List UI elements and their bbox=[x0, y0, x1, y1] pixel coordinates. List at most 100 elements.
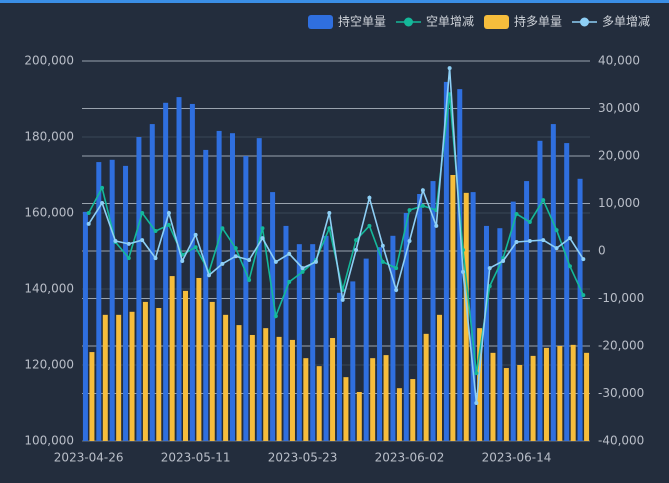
y2-tick-label: -20,000 bbox=[598, 339, 644, 353]
point bbox=[487, 266, 492, 271]
point bbox=[581, 293, 586, 298]
y-tick-label: 160,000 bbox=[24, 206, 74, 220]
point bbox=[367, 195, 372, 200]
bar bbox=[263, 328, 269, 441]
bar bbox=[209, 301, 215, 441]
bar bbox=[189, 103, 195, 441]
point bbox=[474, 371, 479, 376]
point bbox=[207, 273, 211, 278]
bar bbox=[270, 192, 276, 441]
bar bbox=[169, 276, 175, 441]
point bbox=[153, 229, 158, 234]
point bbox=[567, 236, 572, 241]
bar bbox=[129, 311, 135, 441]
y-tick-label: 180,000 bbox=[24, 130, 74, 144]
bar bbox=[570, 344, 576, 441]
x-tick-label: 2023-04-26 bbox=[54, 451, 124, 465]
point bbox=[394, 287, 399, 292]
point bbox=[233, 246, 238, 251]
bar bbox=[543, 347, 549, 441]
point bbox=[313, 259, 318, 264]
point bbox=[220, 261, 225, 266]
bar bbox=[430, 181, 436, 441]
point bbox=[86, 211, 91, 215]
bar bbox=[236, 325, 242, 441]
bar bbox=[323, 235, 329, 441]
point bbox=[567, 264, 572, 269]
bar bbox=[82, 211, 88, 441]
point bbox=[260, 226, 265, 231]
x-tick-label: 2023-06-02 bbox=[375, 451, 445, 465]
bar bbox=[96, 162, 102, 441]
point bbox=[273, 314, 278, 319]
point bbox=[247, 277, 252, 282]
y2-tick-label: 10,000 bbox=[598, 196, 640, 210]
bar bbox=[289, 339, 295, 441]
bar bbox=[370, 358, 376, 441]
bar bbox=[423, 333, 429, 441]
point bbox=[193, 245, 198, 250]
bar bbox=[350, 281, 356, 441]
bar bbox=[223, 314, 229, 441]
bar bbox=[483, 225, 489, 441]
point bbox=[501, 258, 506, 263]
point bbox=[340, 297, 345, 302]
point bbox=[287, 279, 292, 284]
bar bbox=[383, 355, 389, 441]
bar bbox=[403, 213, 409, 441]
bar bbox=[490, 352, 496, 441]
point bbox=[193, 232, 198, 237]
point bbox=[273, 259, 278, 264]
point bbox=[100, 185, 105, 190]
point bbox=[327, 226, 332, 231]
y2-tick-label: -40,000 bbox=[598, 434, 644, 448]
y2-tick-label: 30,000 bbox=[598, 101, 640, 115]
point bbox=[527, 239, 532, 244]
bar bbox=[477, 328, 483, 441]
point bbox=[380, 243, 385, 248]
legend-label: 空单增减 bbox=[426, 15, 474, 29]
point bbox=[113, 239, 118, 244]
point bbox=[300, 266, 305, 271]
bar bbox=[136, 137, 142, 441]
bar bbox=[557, 346, 563, 441]
bar bbox=[303, 358, 309, 441]
bar bbox=[530, 355, 536, 441]
y2-tick-label: -10,000 bbox=[598, 291, 644, 305]
bar bbox=[310, 244, 316, 441]
bar bbox=[503, 368, 509, 441]
point bbox=[461, 269, 465, 274]
point bbox=[166, 211, 171, 215]
point bbox=[287, 251, 292, 256]
point bbox=[233, 254, 238, 259]
bar bbox=[276, 336, 282, 441]
point bbox=[327, 211, 332, 215]
bar bbox=[203, 149, 209, 442]
point bbox=[474, 401, 479, 405]
bar bbox=[584, 352, 590, 441]
point bbox=[140, 211, 145, 215]
bar bbox=[564, 143, 570, 441]
point bbox=[420, 203, 425, 208]
point bbox=[260, 236, 265, 241]
point bbox=[140, 238, 145, 243]
y-tick-label: 200,000 bbox=[24, 54, 74, 68]
bar bbox=[296, 244, 302, 441]
y-tick-label: 120,000 bbox=[24, 358, 74, 372]
legend-swatch bbox=[404, 17, 413, 27]
bar bbox=[450, 175, 456, 441]
bar bbox=[283, 225, 289, 441]
point bbox=[541, 198, 546, 203]
point bbox=[100, 201, 105, 206]
bar bbox=[123, 165, 129, 441]
point bbox=[407, 239, 412, 244]
bar bbox=[363, 258, 369, 441]
bar bbox=[229, 133, 235, 441]
bar bbox=[249, 334, 255, 441]
bar bbox=[470, 192, 476, 441]
point bbox=[153, 256, 158, 261]
bar bbox=[330, 338, 336, 441]
point bbox=[354, 248, 359, 253]
legend-label: 持多单量 bbox=[514, 14, 562, 29]
